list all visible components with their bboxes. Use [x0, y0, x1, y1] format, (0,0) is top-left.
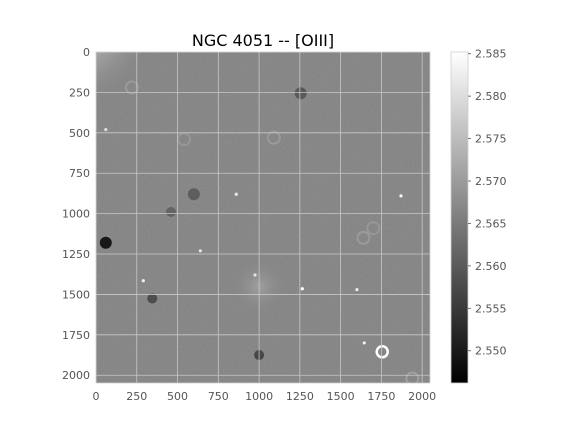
colorbar-tick-label: 2.550 [475, 345, 507, 358]
feature-bright-point [104, 127, 108, 132]
feature-bright-point [141, 279, 145, 283]
feature-bright-point [355, 287, 359, 292]
y-tick-label: 2000 [62, 369, 90, 382]
colorbar: 2.550 2.555 2.560 2.565 2.570 2.575 2.580 2.585 [450, 48, 507, 384]
x-tick-label: 500 [167, 390, 188, 403]
feature-faint-ring [366, 221, 381, 236]
x-tick-label: 2000 [408, 390, 436, 403]
colorbar-tick-label: 2.585 [475, 48, 507, 61]
x-tick-label: 750 [208, 390, 229, 403]
feature-bright-point [399, 194, 403, 198]
feature-bright-point [234, 192, 238, 196]
y-tick-label: 500 [69, 127, 90, 140]
x-tick-label: 250 [126, 390, 147, 403]
feature-dark-spot [99, 236, 112, 249]
y-axis: 0 250 500 750 1000 1250 1500 1750 2000 [62, 46, 90, 382]
plot-frame [95, 51, 431, 384]
feature-faint-ring [266, 130, 281, 145]
colorbar-tick-label: 2.570 [475, 175, 507, 188]
feature-faint-ring [405, 371, 420, 383]
x-tick-label: 0 [93, 390, 100, 403]
y-tick-label: 250 [69, 86, 90, 99]
colorbar-tick-label: 2.575 [475, 133, 507, 146]
y-tick-label: 1750 [62, 329, 90, 342]
feature-bright-point [300, 287, 304, 291]
image-noise [96, 52, 430, 383]
grid-lines [96, 52, 430, 383]
feature-bright-point [198, 249, 202, 253]
colorbar-ticks: 2.550 2.555 2.560 2.565 2.570 2.575 2.580 2.585 [468, 48, 507, 358]
y-tick-label: 750 [69, 167, 90, 180]
x-axis: 0 250 500 750 1000 1250 1500 1750 2000 [93, 390, 437, 403]
colorbar-gradient [451, 52, 468, 383]
x-tick-label: 1750 [367, 390, 395, 403]
feature-dark-spot [147, 293, 158, 304]
feature-bright-ring [375, 345, 389, 359]
feature-dark-spot [187, 188, 200, 201]
y-tick-label: 1250 [62, 248, 90, 261]
feature-faint-ring [356, 230, 371, 245]
feature-faint-ring [177, 132, 192, 147]
y-tick-label: 1500 [62, 288, 90, 301]
y-tick-label: 0 [83, 46, 90, 59]
x-tick-label: 1500 [327, 390, 355, 403]
image-plot [96, 52, 430, 383]
x-tick-label: 1000 [245, 390, 273, 403]
chart-title: NGC 4051 -- [OIII] [192, 31, 334, 50]
colorbar-tick-label: 2.555 [475, 302, 507, 315]
colorbar-tick-label: 2.560 [475, 260, 507, 273]
colorbar-tick-label: 2.580 [475, 90, 507, 103]
feature-dark-spot [294, 87, 307, 100]
feature-bright-point [362, 341, 366, 345]
colorbar-tick-label: 2.565 [475, 217, 507, 230]
x-tick-label: 1250 [286, 390, 314, 403]
colorbar-frame [450, 51, 469, 384]
y-tick-label: 1000 [62, 208, 90, 221]
feature-glow [96, 52, 152, 101]
feature-dark-spot [166, 207, 177, 218]
